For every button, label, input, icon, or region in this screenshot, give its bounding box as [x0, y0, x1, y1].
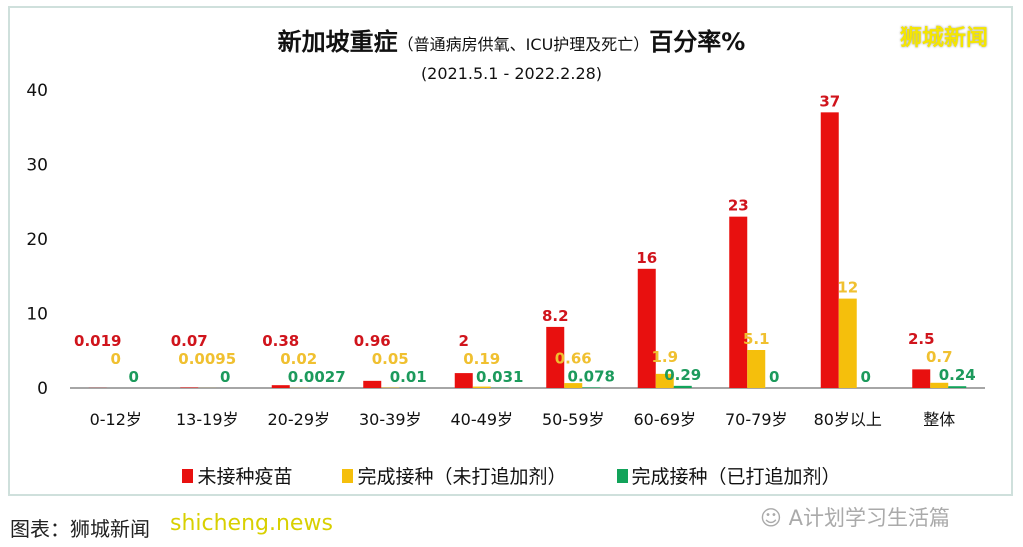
credit: 图表：狮城新闻	[10, 517, 150, 541]
y-tick-label: 0	[37, 379, 48, 399]
data-label: 0	[220, 368, 230, 386]
bar	[912, 369, 931, 388]
bar	[673, 385, 692, 388]
data-label: 0.0027	[288, 368, 346, 386]
data-label: 16	[636, 249, 657, 267]
data-label: 0.38	[262, 332, 299, 350]
brand-logo: 狮城新闻	[900, 26, 989, 51]
legend-swatch	[182, 468, 194, 483]
bar	[637, 268, 656, 388]
bar	[582, 387, 601, 388]
data-label: 0.078	[568, 367, 615, 385]
data-label: 0	[769, 368, 779, 386]
data-label: 0	[861, 368, 871, 386]
bar	[454, 373, 473, 388]
bar	[838, 298, 857, 388]
data-label: 0.19	[463, 350, 500, 368]
data-label: 37	[819, 92, 840, 110]
data-label: 0	[111, 350, 121, 368]
data-label: 0.24	[939, 366, 976, 384]
data-label: 0.0095	[178, 350, 236, 368]
y-tick-label: 10	[26, 305, 48, 325]
x-tick-label: 30-39岁	[359, 410, 422, 429]
chart-title: 新加坡重症（普通病房供氧、ICU护理及死亡）百分率%	[277, 28, 746, 56]
data-label: 0.02	[280, 350, 317, 368]
y-tick-label: 40	[26, 81, 48, 101]
legend-item: 未接种疫苗	[182, 462, 292, 489]
x-tick-label: 40-49岁	[451, 410, 514, 429]
bar	[564, 383, 583, 388]
data-label: 0	[129, 368, 139, 386]
data-label: 0.29	[664, 366, 701, 384]
x-tick-label: 70-79岁	[725, 410, 788, 429]
wechat-watermark: ☺ A计划学习生活篇	[760, 506, 950, 530]
bar	[655, 373, 674, 388]
bar	[472, 386, 491, 388]
x-tick-label: 整体	[923, 410, 955, 429]
data-label: 0.031	[476, 368, 523, 386]
bar	[363, 380, 382, 388]
bar	[546, 326, 565, 388]
x-tick-label: 20-29岁	[268, 410, 331, 429]
bar	[930, 382, 949, 388]
bar	[729, 216, 748, 388]
legend-label: 未接种疫苗	[197, 466, 293, 488]
data-label: 0.7	[926, 348, 953, 366]
data-label: 5.1	[743, 330, 770, 348]
x-tick-label: 0-12岁	[90, 410, 142, 429]
data-label: 0.96	[354, 332, 391, 350]
x-tick-label: 50-59岁	[542, 410, 605, 429]
data-label: 0.019	[74, 332, 121, 350]
bar	[180, 387, 199, 388]
bar	[820, 112, 839, 388]
x-tick-label: 60-69岁	[634, 410, 697, 429]
bar	[948, 386, 967, 388]
bar	[747, 350, 766, 388]
data-label: 2.5	[908, 330, 935, 348]
legend-swatch	[342, 468, 354, 483]
data-label: 0.07	[171, 332, 208, 350]
bar	[271, 385, 290, 388]
legend-item: 完成接种（未打追加剂）	[342, 462, 567, 489]
legend: 未接种疫苗 完成接种（未打追加剂） 完成接种（已打追加剂）	[0, 462, 1023, 489]
x-tick-label: 13-19岁	[176, 410, 239, 429]
data-label: 8.2	[542, 307, 569, 325]
legend-swatch	[616, 468, 628, 483]
legend-label: 完成接种（已打追加剂）	[631, 466, 841, 488]
data-label: 0.01	[390, 368, 427, 386]
legend-item: 完成接种（已打追加剂）	[616, 462, 841, 489]
data-label: 0.05	[372, 350, 409, 368]
data-label: 1.9	[651, 348, 678, 366]
credit-overlay: shicheng.news	[170, 511, 333, 536]
data-label: 12	[837, 279, 858, 297]
data-label: 23	[728, 197, 749, 215]
data-label: 2	[459, 332, 469, 350]
y-tick-label: 30	[26, 156, 48, 176]
chart-frame	[8, 6, 1013, 496]
y-tick-label: 20	[26, 230, 48, 250]
x-tick-label: 80岁以上	[814, 410, 882, 429]
legend-label: 完成接种（未打追加剂）	[357, 466, 567, 488]
data-label: 0.66	[555, 349, 592, 367]
chart-subtitle: (2021.5.1 - 2022.2.28)	[420, 64, 603, 83]
